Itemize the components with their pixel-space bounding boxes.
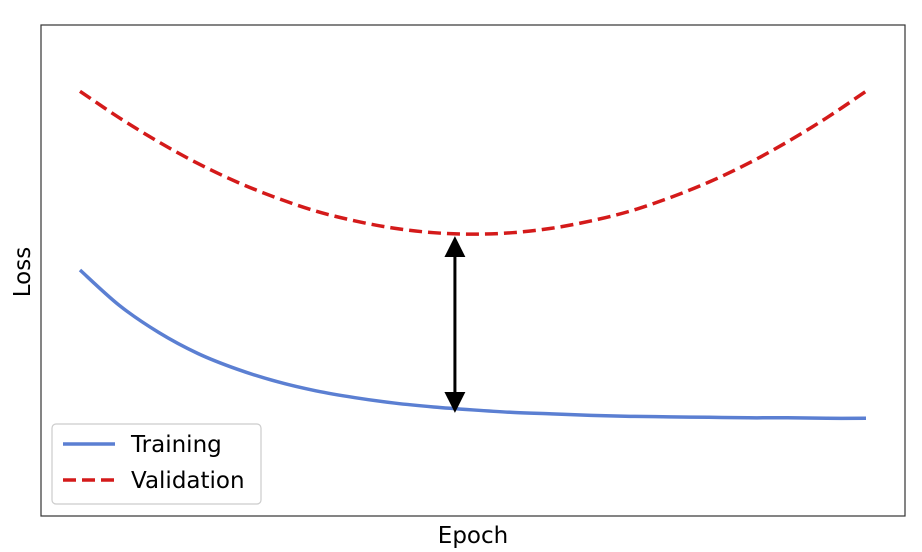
x-axis-label: Epoch <box>438 523 508 549</box>
y-axis-label: Loss <box>10 247 36 297</box>
legend-label-validation: Validation <box>131 468 245 494</box>
series-line-training <box>78 268 867 421</box>
legend: Training Validation <box>51 423 262 505</box>
series-line-validation <box>79 89 867 236</box>
plot-frame <box>40 24 906 517</box>
legend-label-training: Training <box>130 432 222 458</box>
series-layer <box>78 89 867 421</box>
